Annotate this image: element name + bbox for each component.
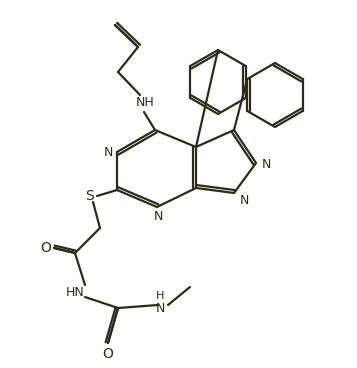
Text: N: N [261, 158, 271, 170]
Text: NH: NH [136, 96, 154, 110]
Text: N: N [155, 301, 165, 315]
Text: N: N [153, 209, 163, 223]
Text: O: O [41, 241, 51, 255]
Text: S: S [86, 189, 94, 203]
Text: H: H [156, 291, 164, 301]
Text: N: N [239, 195, 249, 208]
Text: O: O [102, 347, 114, 361]
Text: N: N [103, 146, 113, 159]
Text: HN: HN [66, 287, 84, 300]
